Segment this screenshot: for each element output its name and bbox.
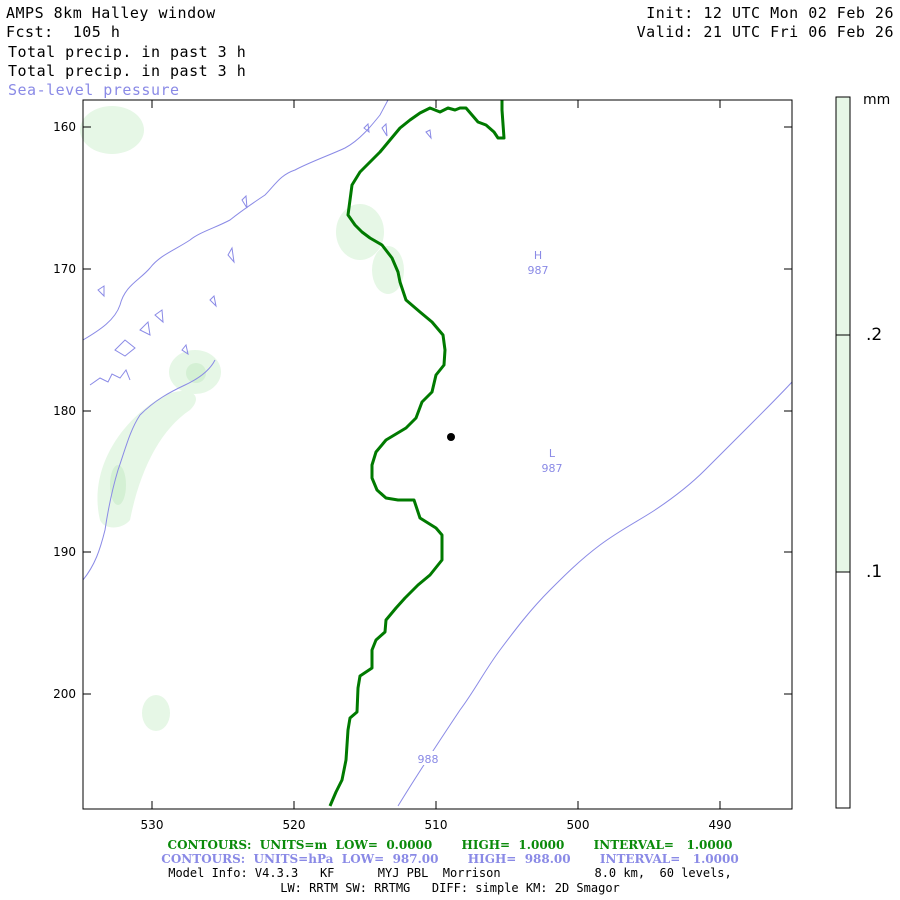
pressure-contour-988 [397, 381, 793, 807]
field-label-3: Sea-level pressure [8, 81, 180, 99]
pressure-contour [209, 294, 217, 308]
x-axis-ticks [151, 100, 721, 809]
pressure-contour [181, 343, 189, 356]
pressure-contour [97, 285, 105, 298]
x-tick-label: 530 [141, 818, 164, 832]
pressure-contour [241, 194, 248, 209]
contour-label-bg [414, 751, 442, 765]
footer-model-info: Model Info: V4.3.3 KF MYJ PBL Morrison 8… [168, 866, 732, 880]
colorbar-unit: mm [863, 92, 891, 108]
high-symbol: H [534, 249, 542, 262]
footer-physics: LW: RRTM SW: RRTMG DIFF: simple KM: 2D S… [280, 881, 620, 895]
field-label-1: Total precip. in past 3 h [8, 43, 247, 61]
pressure-contour [154, 309, 164, 324]
y-tick-label: 200 [53, 687, 76, 701]
precip-area [372, 246, 404, 294]
pressure-contour [82, 359, 216, 581]
contour-label-988: 988 [418, 753, 439, 766]
precip-core [186, 363, 206, 383]
x-axis-labels: 530 520 510 500 490 [141, 818, 732, 832]
precip-area [142, 695, 170, 731]
y-axis-ticks [83, 126, 792, 695]
field-label-2: Total precip. in past 3 h [8, 62, 247, 80]
forecast-hour: Fcst: 105 h [6, 23, 121, 41]
colorbar-level: .2 [866, 325, 883, 345]
y-tick-label: 160 [53, 120, 76, 134]
green-contour [328, 100, 506, 807]
footer-contours-m: CONTOURS: UNITS=m LOW= 0.0000 HIGH= 1.00… [167, 838, 733, 852]
colorbar-empty [836, 572, 850, 808]
pressure-contour [89, 368, 131, 386]
pressure-contour [114, 339, 136, 357]
station-marker [447, 433, 455, 441]
y-tick-label: 170 [53, 262, 76, 276]
colorbar [835, 96, 851, 809]
x-tick-label: 490 [709, 818, 732, 832]
precip-core [110, 465, 126, 505]
y-tick-label: 180 [53, 404, 76, 418]
x-tick-label: 500 [567, 818, 590, 832]
precip-area [80, 106, 144, 154]
plot-frame [82, 99, 793, 810]
y-axis-labels: 160 170 180 190 200 [53, 120, 76, 701]
pressure-contour [82, 99, 389, 341]
x-tick-label: 510 [425, 818, 448, 832]
valid-time: Valid: 21 UTC Fri 06 Feb 26 [636, 23, 894, 41]
pressure-contour [139, 320, 151, 336]
map-title: AMPS 8km Halley window [6, 4, 216, 22]
colorbar-frame [835, 96, 851, 809]
low-symbol: L [549, 447, 556, 460]
low-value: 987 [542, 462, 563, 475]
precip-area [97, 390, 196, 528]
pressure-contour [363, 122, 370, 134]
pressure-contour [425, 129, 432, 140]
pressure-contour [381, 122, 388, 137]
pressure-contour [227, 246, 235, 264]
colorbar-level: .1 [866, 562, 883, 582]
init-time: Init: 12 UTC Mon 02 Feb 26 [646, 4, 894, 22]
pressure-contours [82, 99, 793, 807]
y-tick-label: 190 [53, 545, 76, 559]
high-value: 987 [528, 264, 549, 277]
footer-contours-hpa: CONTOURS: UNITS=hPa LOW= 987.00 HIGH= 98… [161, 852, 739, 866]
x-tick-label: 520 [283, 818, 306, 832]
